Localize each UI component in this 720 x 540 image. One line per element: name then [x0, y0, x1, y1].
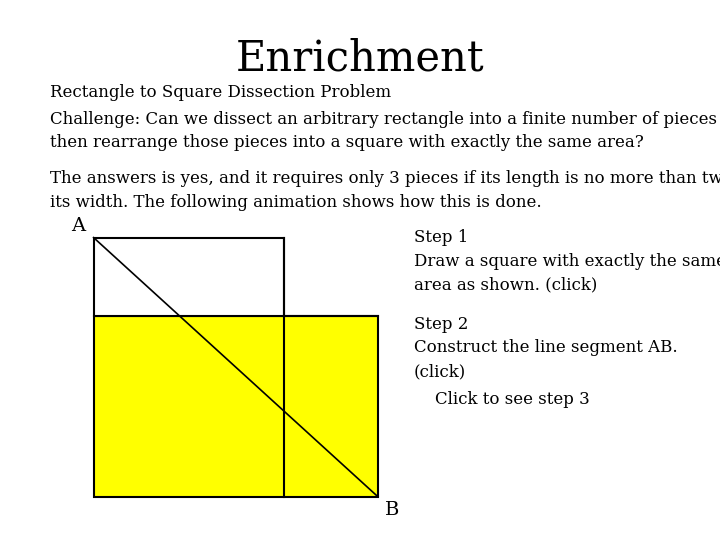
Text: Step 1
Draw a square with exactly the same
area as shown. (click): Step 1 Draw a square with exactly the sa…: [414, 230, 720, 294]
Text: The answers is yes, and it requires only 3 pieces if its length is no more than : The answers is yes, and it requires only…: [50, 170, 720, 211]
Text: B: B: [385, 501, 400, 518]
Text: Rectangle to Square Dissection Problem: Rectangle to Square Dissection Problem: [50, 84, 392, 100]
Text: Enrichment: Enrichment: [235, 38, 485, 80]
Text: A: A: [71, 217, 85, 235]
Text: Challenge: Can we dissect an arbitrary rectangle into a finite number of pieces : Challenge: Can we dissect an arbitrary r…: [50, 111, 720, 151]
Bar: [94, 316, 378, 497]
Text: Step 2
Construct the line segment AB.
(click): Step 2 Construct the line segment AB. (c…: [414, 316, 678, 380]
Bar: [94, 238, 284, 316]
Text: Click to see step 3: Click to see step 3: [414, 392, 590, 408]
